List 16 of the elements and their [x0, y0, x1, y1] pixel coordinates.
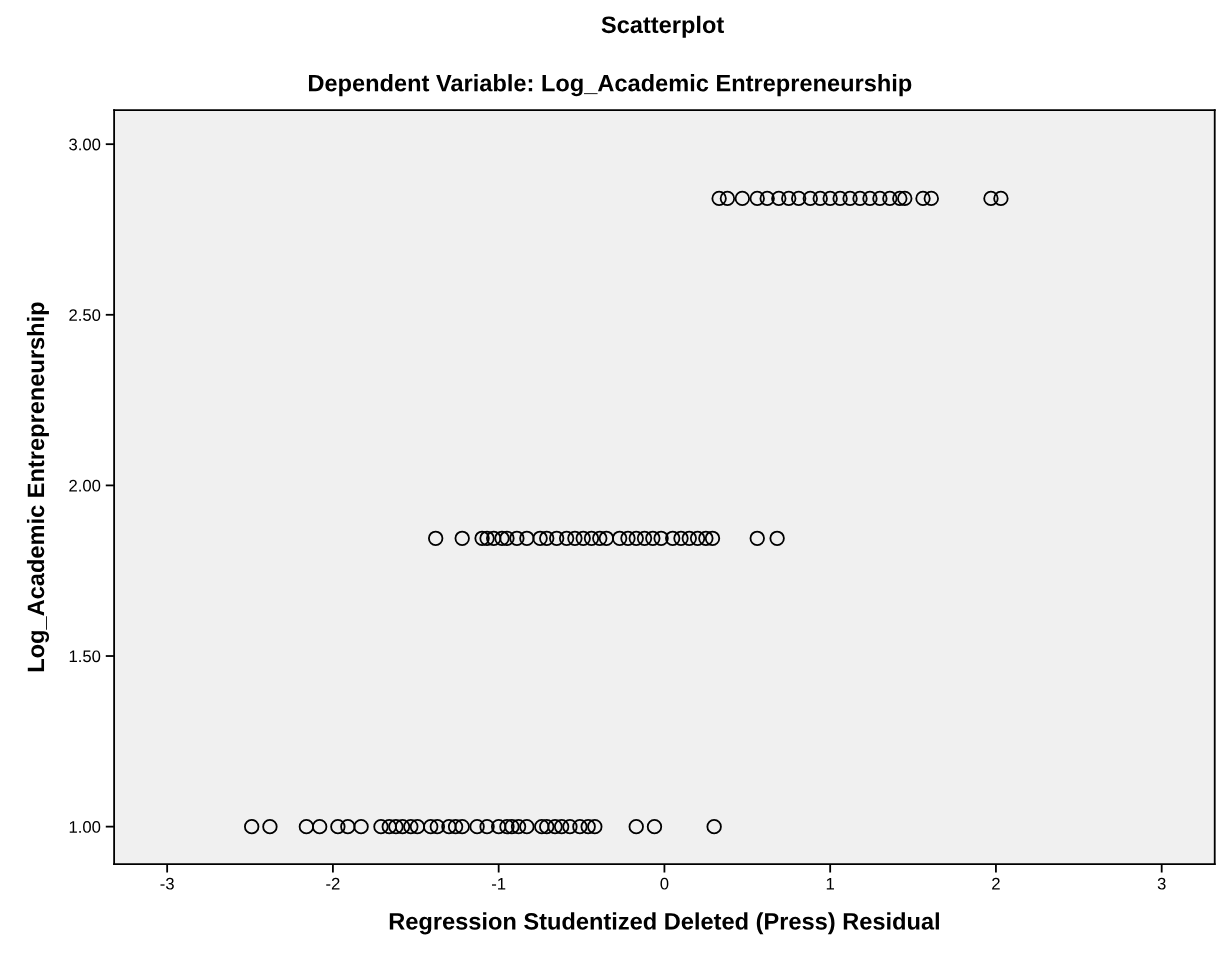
x-tick-label: 1 [826, 877, 834, 890]
x-axis-title: Regression Studentized Deleted (Press) Residual [389, 912, 939, 935]
x-tick-label: 0 [660, 877, 669, 890]
x-tick-label: 2 [992, 877, 1000, 890]
y-tick-label: 2.00 [69, 479, 101, 492]
x-tick-label: -3 [160, 877, 174, 890]
chart-subtitle: Dependent Variable: Log_Academic Entrepreneurship [308, 74, 912, 97]
x-tick-label: -1 [492, 877, 506, 890]
y-axis-title: Log_Academic Entrepreneurship [26, 302, 50, 672]
x-tick-label: -2 [326, 877, 340, 890]
y-tick-label: 3.00 [69, 138, 101, 151]
y-tick-label: 1.50 [69, 650, 101, 663]
y-tick-label: 1.00 [69, 821, 101, 833]
chart-title: Scatterplot [601, 15, 724, 38]
x-tick-label: 3 [1157, 877, 1166, 890]
y-tick-label: 2.50 [69, 309, 101, 321]
